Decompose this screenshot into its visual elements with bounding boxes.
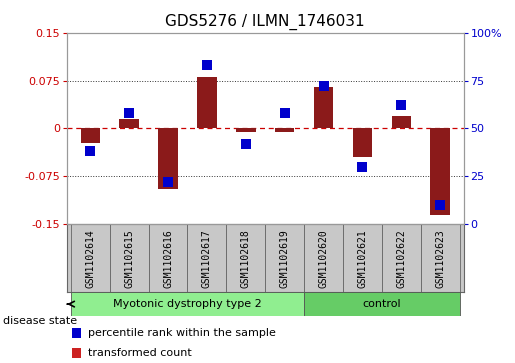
Text: GSM1102623: GSM1102623: [435, 230, 445, 289]
Bar: [149, 224, 187, 292]
Point: [86, 148, 94, 154]
Point: [164, 179, 172, 185]
Text: GSM1102614: GSM1102614: [85, 230, 95, 289]
Point: [203, 62, 211, 68]
Text: GSM1102622: GSM1102622: [397, 230, 406, 289]
Text: GSM1102620: GSM1102620: [319, 230, 329, 289]
Bar: [431, 129, 450, 215]
Bar: [119, 119, 139, 129]
Bar: [158, 129, 178, 189]
Bar: [80, 129, 100, 143]
Text: Myotonic dystrophy type 2: Myotonic dystrophy type 2: [113, 299, 262, 309]
Text: disease state: disease state: [3, 316, 77, 326]
Bar: [265, 224, 304, 292]
Bar: [314, 87, 333, 129]
Bar: [421, 224, 459, 292]
Point: [436, 202, 444, 208]
Bar: [304, 292, 459, 316]
Point: [281, 110, 289, 116]
Text: GSM1102617: GSM1102617: [202, 230, 212, 289]
Text: control: control: [363, 299, 401, 309]
Title: GDS5276 / ILMN_1746031: GDS5276 / ILMN_1746031: [165, 14, 365, 30]
Bar: [110, 224, 149, 292]
Point: [125, 110, 133, 116]
Bar: [187, 224, 227, 292]
Text: GSM1102621: GSM1102621: [357, 230, 367, 289]
Bar: [275, 129, 295, 132]
Point: [358, 164, 367, 170]
Text: GSM1102616: GSM1102616: [163, 230, 173, 289]
Bar: [343, 224, 382, 292]
Text: percentile rank within the sample: percentile rank within the sample: [88, 328, 276, 338]
Bar: [304, 224, 343, 292]
Bar: [71, 292, 304, 316]
Point: [242, 141, 250, 147]
Bar: [391, 116, 411, 129]
Text: GSM1102619: GSM1102619: [280, 230, 289, 289]
Bar: [236, 129, 255, 132]
Text: GSM1102615: GSM1102615: [124, 230, 134, 289]
Bar: [227, 224, 265, 292]
Bar: [353, 129, 372, 157]
Bar: [197, 77, 217, 129]
Bar: [382, 224, 421, 292]
Text: transformed count: transformed count: [88, 348, 191, 358]
Bar: [71, 224, 110, 292]
Point: [397, 103, 405, 109]
Point: [319, 83, 328, 89]
Text: GSM1102618: GSM1102618: [241, 230, 251, 289]
